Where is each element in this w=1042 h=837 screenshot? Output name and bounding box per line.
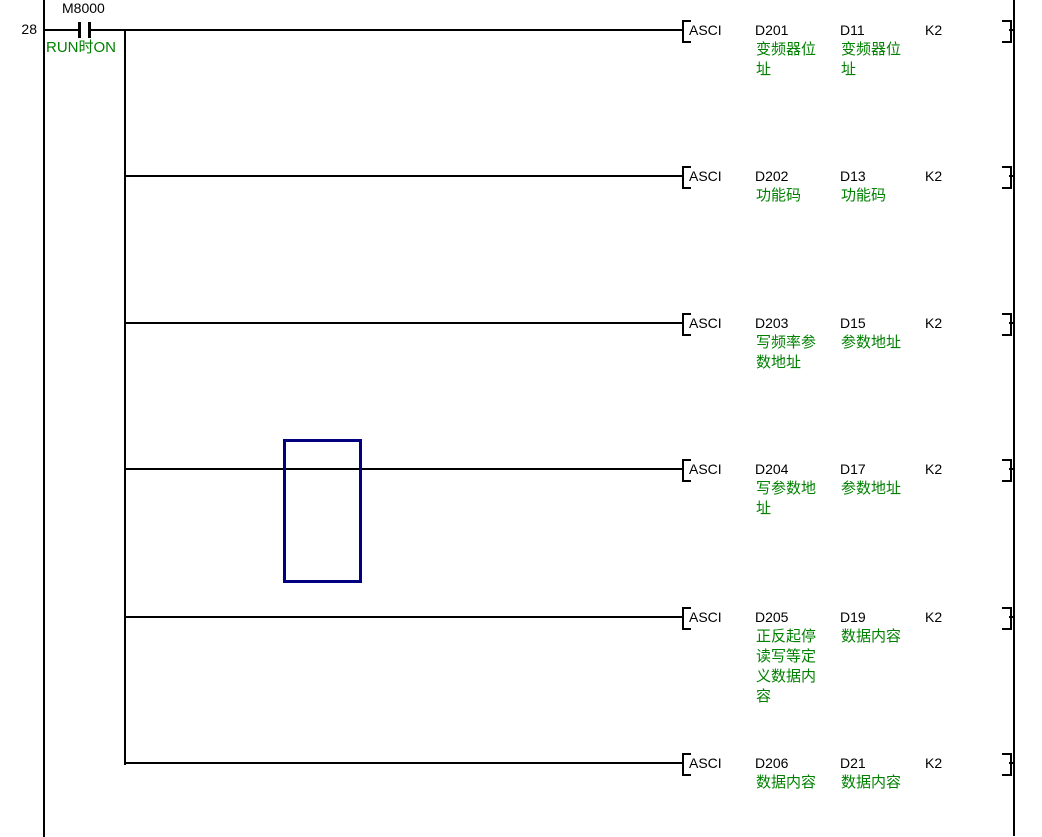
operand-comment: 数据内容 <box>841 628 902 645</box>
rung-wire <box>1009 468 1015 470</box>
close-bracket <box>1002 313 1012 336</box>
open-bracket <box>682 20 691 43</box>
operand-dest[interactable]: D19 <box>840 609 866 625</box>
branch-wire <box>124 30 126 765</box>
close-bracket <box>1002 607 1012 630</box>
operand-comment: 参数地址 <box>841 334 902 351</box>
normally-open-contact-icon[interactable] <box>78 22 81 38</box>
rung-wire <box>1009 322 1015 324</box>
instruction-mnemonic[interactable]: ASCI <box>689 168 722 184</box>
close-bracket <box>1002 166 1012 189</box>
instruction-mnemonic[interactable]: ASCI <box>689 755 722 771</box>
operand-count[interactable]: K2 <box>925 22 943 38</box>
operand-comment: 功能码 <box>841 187 887 204</box>
edit-cursor[interactable] <box>283 439 362 583</box>
operand-comment: 功能码 <box>756 187 802 204</box>
open-bracket <box>682 753 691 776</box>
right-power-rail <box>1013 0 1015 836</box>
rung-wire <box>91 29 683 31</box>
rung-wire <box>1009 175 1015 177</box>
step-number: 28 <box>21 21 37 37</box>
rung-wire <box>1009 762 1015 764</box>
operand-comment: 变频器位址 <box>841 41 902 78</box>
operand-source[interactable]: D203 <box>755 315 789 331</box>
close-bracket <box>1002 459 1012 482</box>
operand-dest[interactable]: D15 <box>840 315 866 331</box>
operand-source[interactable]: D204 <box>755 461 789 477</box>
normally-open-contact-icon[interactable] <box>88 22 91 38</box>
open-bracket <box>682 607 691 630</box>
instruction-mnemonic[interactable]: ASCI <box>689 609 722 625</box>
operand-dest[interactable]: D17 <box>840 461 866 477</box>
operand-dest[interactable]: D21 <box>840 755 866 771</box>
open-bracket <box>682 459 691 482</box>
operand-dest[interactable]: D13 <box>840 168 866 184</box>
rung-wire <box>1009 616 1015 618</box>
rung-wire <box>124 175 683 177</box>
instruction-mnemonic[interactable]: ASCI <box>689 22 722 38</box>
rung-wire <box>1009 29 1015 31</box>
operand-source[interactable]: D205 <box>755 609 789 625</box>
operand-comment: 参数地址 <box>841 480 902 497</box>
operand-source[interactable]: D201 <box>755 22 789 38</box>
operand-comment: 变频器位址 <box>756 41 817 78</box>
instruction-mnemonic[interactable]: ASCI <box>689 461 722 477</box>
operand-source[interactable]: D206 <box>755 755 789 771</box>
rung-wire <box>124 468 683 470</box>
operand-comment: 写频率参数地址 <box>756 334 817 371</box>
left-power-rail <box>43 0 45 837</box>
contact-comment: RUN时ON <box>46 39 116 56</box>
operand-source[interactable]: D202 <box>755 168 789 184</box>
rung-wire <box>124 762 683 764</box>
operand-count[interactable]: K2 <box>925 461 943 477</box>
operand-comment: 数据内容 <box>841 774 902 791</box>
close-bracket <box>1002 20 1012 43</box>
operand-count[interactable]: K2 <box>925 609 943 625</box>
contact-device-label: M8000 <box>62 0 105 16</box>
open-bracket <box>682 313 691 336</box>
operand-count[interactable]: K2 <box>925 755 943 771</box>
operand-comment: 写参数地址 <box>756 480 817 517</box>
operand-count[interactable]: K2 <box>925 315 943 331</box>
close-bracket <box>1002 753 1012 776</box>
operand-comment: 正反起停读写等定义数据内容 <box>756 628 817 705</box>
open-bracket <box>682 166 691 189</box>
instruction-mnemonic[interactable]: ASCI <box>689 315 722 331</box>
operand-count[interactable]: K2 <box>925 168 943 184</box>
rung-wire <box>124 322 683 324</box>
operand-dest[interactable]: D11 <box>840 22 865 38</box>
operand-comment: 数据内容 <box>756 774 817 791</box>
rung-wire <box>124 616 683 618</box>
rung-wire <box>44 29 79 31</box>
